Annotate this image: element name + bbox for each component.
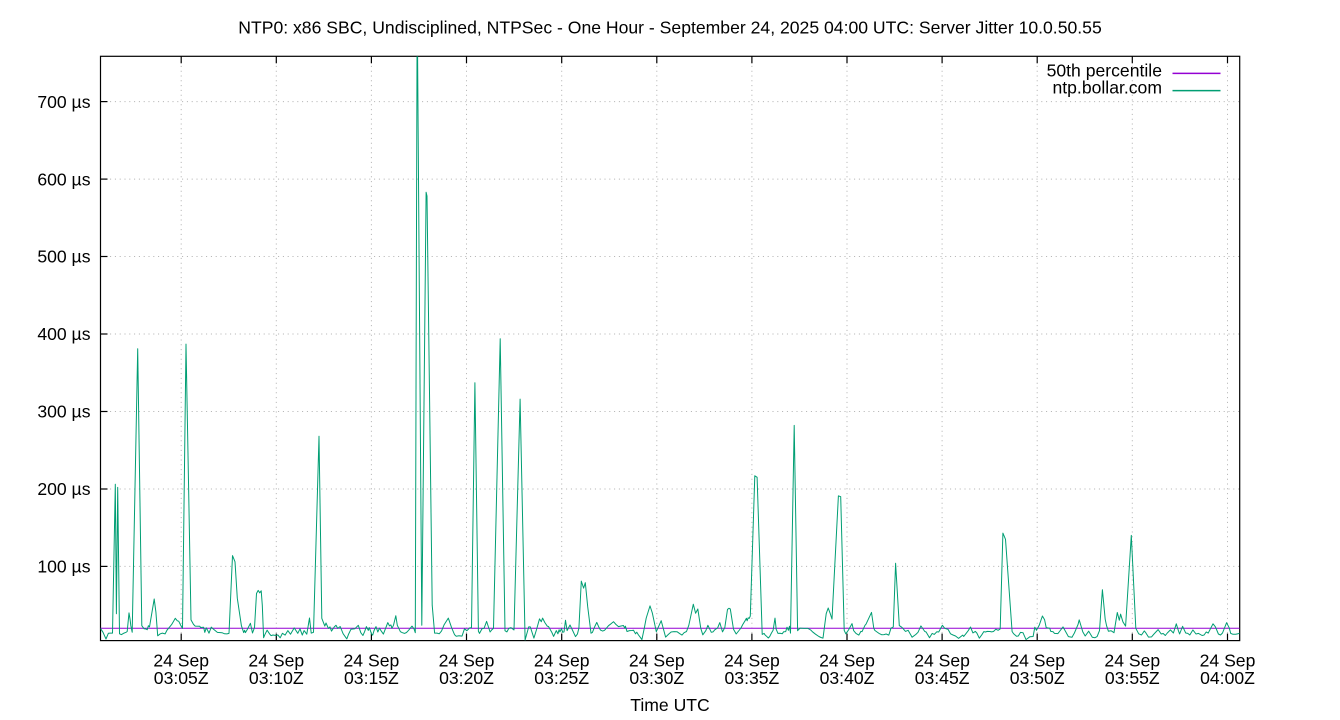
svg-text:03:25Z: 03:25Z [534,668,589,688]
svg-text:03:50Z: 03:50Z [1010,668,1065,688]
svg-text:24 Sep: 24 Sep [724,651,780,671]
svg-text:400 µs: 400 µs [37,324,90,344]
svg-text:03:15Z: 03:15Z [344,668,399,688]
svg-text:03:30Z: 03:30Z [629,668,684,688]
svg-text:24 Sep: 24 Sep [1200,651,1256,671]
svg-text:700 µs: 700 µs [37,92,90,112]
svg-text:24 Sep: 24 Sep [534,651,590,671]
svg-text:03:10Z: 03:10Z [249,668,304,688]
svg-text:200 µs: 200 µs [37,479,90,499]
svg-text:Time UTC: Time UTC [630,695,710,715]
svg-text:03:55Z: 03:55Z [1105,668,1160,688]
svg-text:50th percentile: 50th percentile [1047,61,1162,81]
svg-text:24 Sep: 24 Sep [914,651,970,671]
svg-text:NTP0: x86 SBC, Undisciplined,: NTP0: x86 SBC, Undisciplined, NTPSec - O… [238,18,1102,38]
svg-text:03:40Z: 03:40Z [820,668,875,688]
svg-text:03:45Z: 03:45Z [915,668,970,688]
svg-text:ntp.bollar.com: ntp.bollar.com [1052,78,1162,98]
svg-text:03:05Z: 03:05Z [154,668,209,688]
svg-text:24 Sep: 24 Sep [1009,651,1065,671]
svg-text:24 Sep: 24 Sep [629,651,685,671]
svg-text:03:35Z: 03:35Z [725,668,780,688]
svg-text:500 µs: 500 µs [37,247,90,267]
svg-text:300 µs: 300 µs [37,402,90,422]
svg-text:04:00Z: 04:00Z [1200,668,1255,688]
svg-text:600 µs: 600 µs [37,169,90,189]
svg-text:100 µs: 100 µs [37,557,90,577]
svg-text:03:20Z: 03:20Z [439,668,494,688]
svg-text:24 Sep: 24 Sep [344,651,400,671]
svg-text:24 Sep: 24 Sep [1104,651,1160,671]
svg-text:24 Sep: 24 Sep [439,651,495,671]
svg-text:24 Sep: 24 Sep [819,651,875,671]
svg-text:24 Sep: 24 Sep [153,651,209,671]
svg-text:24 Sep: 24 Sep [248,651,304,671]
